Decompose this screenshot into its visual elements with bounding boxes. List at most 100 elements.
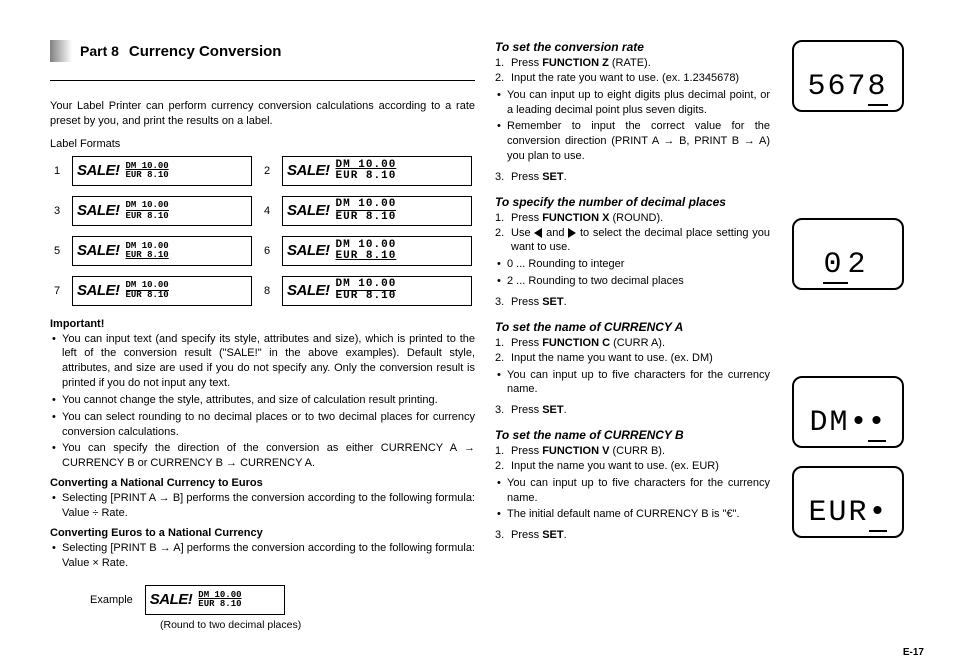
- curr-b: EUR 8.10: [198, 600, 241, 609]
- label-formats-caption: Label Formats: [50, 137, 475, 152]
- lcd-display-curra: DM••: [792, 376, 904, 448]
- format-num: 7: [50, 285, 64, 297]
- format-preview: SALE! DM 10.00 EUR 8.10: [72, 196, 252, 226]
- step: 1.Press FUNCTION V (CURR B).: [495, 444, 770, 459]
- heading-gradient: [50, 40, 72, 62]
- lcd-display-currb: EUR•: [792, 466, 904, 538]
- step: 1.Press FUNCTION X (ROUND).: [495, 211, 770, 226]
- list-item: Selecting [PRINT A → B] performs the con…: [50, 491, 475, 521]
- conv-eur-list: Selecting [PRINT B → A] performs the con…: [50, 541, 475, 571]
- format-preview: SALE! DM 10.00 EUR 8.10: [282, 276, 472, 306]
- currb-title: To set the name of CURRENCY B: [495, 428, 770, 442]
- currb-step3: 3.Press SET.: [495, 528, 770, 543]
- sale-word: SALE!: [287, 162, 330, 179]
- lcd-display-round: 02: [792, 218, 904, 290]
- conv-eur-heading: Converting Euros to a National Currency: [50, 527, 475, 539]
- curra-bullets: You can input up to five characters for …: [495, 368, 770, 398]
- heading-underline: [50, 80, 475, 81]
- format-num: 6: [260, 245, 274, 257]
- sale-word: SALE!: [287, 282, 330, 299]
- list-item: You can input up to five characters for …: [495, 368, 770, 398]
- list-item: You can input text (and specify its styl…: [50, 332, 475, 391]
- right-column: 5678 02 DM•• EUR•: [790, 40, 905, 631]
- list-item: 0 ... Rounding to integer: [495, 257, 770, 272]
- curra-step3: 3.Press SET.: [495, 403, 770, 418]
- curr-b: EUR 8.10: [126, 291, 169, 300]
- rate-step3: 3.Press SET.: [495, 170, 770, 185]
- step: 2.Input the name you want to use. (ex. D…: [495, 351, 770, 366]
- step: 2.Input the name you want to use. (ex. E…: [495, 459, 770, 474]
- format-num: 8: [260, 285, 274, 297]
- curr-b: EUR 8.10: [336, 251, 397, 262]
- format-num: 3: [50, 205, 64, 217]
- section-title: Currency Conversion: [129, 43, 282, 60]
- step: 1.Press FUNCTION C (CURR A).: [495, 336, 770, 351]
- example-label: Example: [90, 594, 133, 606]
- sale-word: SALE!: [77, 202, 120, 219]
- format-preview: SALE! DM 10.00 EUR 8.10: [72, 276, 252, 306]
- sale-word: SALE!: [77, 282, 120, 299]
- curr-b: EUR 8.10: [336, 210, 397, 223]
- round-bullets: 0 ... Rounding to integer 2 ... Rounding…: [495, 257, 770, 289]
- list-item: You can input up to five characters for …: [495, 476, 770, 506]
- example-caption: (Round to two decimal places): [160, 619, 475, 631]
- format-preview: SALE! DM 10.00 EUR 8.10: [282, 196, 472, 226]
- lcd-display-rate: 5678: [792, 40, 904, 112]
- sale-word: SALE!: [287, 242, 330, 259]
- middle-column: To set the conversion rate 1.Press FUNCT…: [495, 40, 770, 631]
- list-item: The initial default name of CURRENCY B i…: [495, 507, 770, 522]
- example-row: Example SALE! DM 10.00 EUR 8.10: [90, 585, 475, 615]
- left-column: Part 8 Currency Conversion Your Label Pr…: [50, 40, 475, 631]
- curr-b: EUR 8.10: [336, 291, 397, 302]
- currb-steps: 1.Press FUNCTION V (CURR B). 2.Input the…: [495, 444, 770, 474]
- conv-nat-list: Selecting [PRINT A → B] performs the con…: [50, 491, 475, 521]
- sale-word: SALE!: [287, 202, 330, 219]
- format-preview: SALE! DM 10.00 EUR 8.10: [72, 236, 252, 266]
- format-preview: SALE! DM 10.00 EUR 8.10: [72, 156, 252, 186]
- format-num: 1: [50, 165, 64, 177]
- intro-text: Your Label Printer can perform currency …: [50, 99, 475, 129]
- part-label: Part 8: [80, 43, 119, 59]
- label-formats-grid: 1 SALE! DM 10.00 EUR 8.10 2 SALE! DM 10.…: [50, 156, 475, 306]
- curra-title: To set the name of CURRENCY A: [495, 320, 770, 334]
- format-num: 4: [260, 205, 274, 217]
- list-item: 2 ... Rounding to two decimal places: [495, 274, 770, 289]
- curr-a: DM 10.00: [336, 240, 397, 251]
- step: 2.Input the rate you want to use. (ex. 1…: [495, 71, 770, 86]
- list-item: Remember to input the correct value for …: [495, 119, 770, 164]
- step: 3.Press SET.: [495, 403, 770, 418]
- curr-a: DM 10.00: [336, 199, 397, 210]
- curr-a: DM 10.00: [126, 201, 169, 210]
- rate-title: To set the conversion rate: [495, 40, 770, 54]
- format-preview: SALE! DM 10.00 EUR 8.10: [282, 236, 472, 266]
- conv-nat-heading: Converting a National Currency to Euros: [50, 477, 475, 489]
- rate-bullets: You can input up to eight digits plus de…: [495, 88, 770, 164]
- curr-a: DM 10.00: [336, 160, 397, 171]
- curr-b: EUR 8.10: [336, 171, 397, 182]
- list-item: Selecting [PRINT B → A] performs the con…: [50, 541, 475, 571]
- sale-word: SALE!: [77, 162, 120, 179]
- round-step3: 3.Press SET.: [495, 295, 770, 310]
- format-num: 2: [260, 165, 274, 177]
- round-steps: 1.Press FUNCTION X (ROUND). 2.Use and to…: [495, 211, 770, 256]
- sale-word: SALE!: [150, 591, 193, 608]
- currb-bullets: You can input up to five characters for …: [495, 476, 770, 523]
- step: 3.Press SET.: [495, 528, 770, 543]
- right-arrow-icon: [568, 228, 576, 238]
- curra-steps: 1.Press FUNCTION C (CURR A). 2.Input the…: [495, 336, 770, 366]
- important-list: You can input text (and specify its styl…: [50, 332, 475, 472]
- sale-word: SALE!: [77, 242, 120, 259]
- list-item: You cannot change the style, attributes,…: [50, 393, 475, 408]
- format-preview: SALE! DM 10.00 EUR 8.10: [282, 156, 472, 186]
- curr-b: EUR 8.10: [126, 251, 169, 260]
- important-heading: Important!: [50, 318, 475, 330]
- step: 3.Press SET.: [495, 295, 770, 310]
- list-item: You can select rounding to no decimal pl…: [50, 410, 475, 440]
- step: 2.Use and to select the decimal place se…: [495, 226, 770, 256]
- example-preview: SALE! DM 10.00 EUR 8.10: [145, 585, 285, 615]
- format-num: 5: [50, 245, 64, 257]
- section-heading: Part 8 Currency Conversion: [50, 40, 475, 62]
- step: 3.Press SET.: [495, 170, 770, 185]
- list-item: You can specify the direction of the con…: [50, 441, 475, 471]
- round-title: To specify the number of decimal places: [495, 195, 770, 209]
